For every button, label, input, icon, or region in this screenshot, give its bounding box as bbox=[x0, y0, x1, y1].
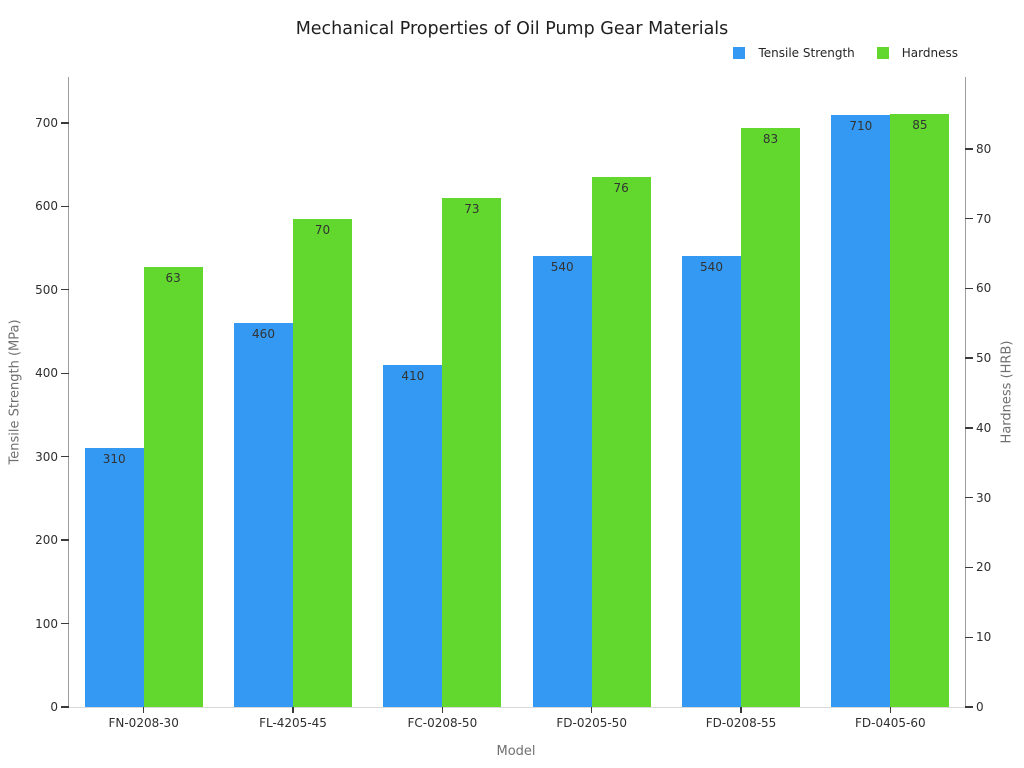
left-axis-tick bbox=[61, 122, 69, 124]
right-axis-tick-label: 80 bbox=[976, 141, 992, 156]
left-axis-tick-label: 400 bbox=[35, 366, 58, 381]
bar-label-tensile-strength-fd-0208-55: 540 bbox=[700, 260, 723, 275]
bar-label-hardness-fd-0208-55: 83 bbox=[762, 131, 779, 146]
left-axis-tick-label: 200 bbox=[35, 533, 58, 548]
left-axis-tick-label: 100 bbox=[35, 616, 58, 631]
bar-label-hardness-fc-0208-50: 73 bbox=[464, 201, 480, 216]
legend-swatch-icon-hardness bbox=[876, 47, 889, 59]
left-axis-tick-label: 600 bbox=[35, 199, 58, 214]
legend: Tensile Strength Hardness bbox=[733, 46, 958, 60]
legend-label-tensile-strength: Tensile Strength bbox=[758, 46, 855, 60]
right-axis-tick bbox=[965, 148, 973, 150]
right-axis-tick bbox=[965, 427, 973, 429]
right-axis-tick bbox=[965, 706, 973, 708]
bar-label-tensile-strength-fc-0208-50: 410 bbox=[401, 368, 425, 383]
bar-label-hardness-fd-0205-50: 76 bbox=[613, 180, 629, 195]
x-axis-tick bbox=[142, 707, 145, 713]
right-axis-tick-label: 0 bbox=[976, 700, 984, 714]
right-axis-title: Hardness (HRB) bbox=[999, 340, 1015, 444]
bar-label-tensile-strength-fd-0205-50: 540 bbox=[550, 260, 574, 275]
bar-hardness-fc-0208-50 bbox=[442, 197, 502, 707]
bar-label-tensile-strength-fd-0405-60: 710 bbox=[849, 118, 873, 133]
right-axis-tick-label: 70 bbox=[976, 211, 992, 226]
bar-label-hardness-fd-0405-60: 85 bbox=[912, 117, 928, 132]
right-axis-tick-label: 50 bbox=[976, 351, 992, 366]
bar-label-tensile-strength-fn-0208-30: 310 bbox=[102, 452, 126, 467]
left-axis-tick bbox=[61, 539, 69, 541]
bar-tensile-strength-fd-0205-50 bbox=[532, 256, 592, 707]
right-axis-tick-label: 60 bbox=[976, 281, 992, 296]
legend-item-hardness: Hardness bbox=[876, 46, 958, 60]
bar-tensile-strength-fd-0208-55 bbox=[682, 256, 741, 707]
right-axis-tick bbox=[965, 217, 973, 220]
chart-title: Mechanical Properties of Oil Pump Gear M… bbox=[295, 19, 729, 39]
x-axis-tick-label: FD-0405-60 bbox=[855, 716, 926, 730]
x-axis-tick-label: FD-0208-55 bbox=[705, 716, 777, 730]
bar-hardness-fd-0205-50 bbox=[591, 176, 651, 707]
x-axis-tick bbox=[441, 707, 444, 713]
right-axis-tick bbox=[965, 496, 973, 499]
right-axis-tick bbox=[965, 566, 973, 569]
x-axis-tick-label: FN-0208-30 bbox=[108, 716, 179, 730]
x-axis-tick bbox=[740, 707, 742, 713]
plot-area: 0 100 200 300 400 500 600 700 0 10 20 30 40 50 60 70 80 F… bbox=[35, 77, 991, 730]
x-axis-tick-label: FD-0205-50 bbox=[556, 716, 627, 730]
x-axis-tick bbox=[292, 707, 294, 713]
left-axis-tick bbox=[61, 289, 69, 291]
x-axis-tick bbox=[889, 707, 892, 713]
left-axis-tick bbox=[61, 455, 69, 458]
x-axis-tick-label: FC-0208-50 bbox=[407, 716, 478, 730]
right-axis-tick bbox=[965, 636, 973, 638]
right-axis-tick-label: 30 bbox=[976, 490, 992, 505]
bar-tensile-strength-fc-0208-50 bbox=[383, 364, 443, 707]
bar-hardness-fd-0405-60 bbox=[890, 113, 950, 707]
bar-hardness-fl-4205-45 bbox=[293, 218, 352, 707]
right-axis-tick bbox=[965, 357, 973, 359]
bar-label-tensile-strength-fl-4205-45: 460 bbox=[252, 327, 275, 342]
left-axis-tick bbox=[61, 205, 69, 208]
bar-label-hardness-fl-4205-45: 70 bbox=[314, 222, 331, 237]
left-axis-tick-label: 700 bbox=[35, 115, 58, 130]
left-axis-tick-label: 500 bbox=[35, 282, 58, 297]
left-axis-tick-label: 0 bbox=[50, 700, 58, 714]
right-axis-tick-label: 40 bbox=[976, 420, 992, 435]
right-axis-tick bbox=[965, 287, 973, 290]
left-axis-title: Tensile Strength (MPa) bbox=[7, 319, 23, 465]
left-axis-tick bbox=[61, 372, 69, 374]
right-axis-tick-label: 10 bbox=[976, 630, 992, 645]
right-axis-tick-label: 20 bbox=[976, 560, 992, 575]
legend-label-hardness: Hardness bbox=[901, 46, 958, 60]
bar-hardness-fd-0208-55 bbox=[741, 127, 800, 707]
x-axis-tick-label: FL-4205-45 bbox=[259, 716, 327, 730]
left-axis-tick bbox=[61, 622, 69, 625]
left-axis-tick-label: 300 bbox=[35, 449, 58, 464]
left-axis-tick bbox=[61, 706, 69, 708]
bar-label-hardness-fn-0208-30: 63 bbox=[165, 271, 181, 286]
legend-item-tensile-strength: Tensile Strength bbox=[733, 46, 855, 60]
x-axis-title: Model bbox=[496, 744, 536, 759]
bar-tensile-strength-fl-4205-45 bbox=[234, 323, 293, 707]
bar-tensile-strength-fn-0208-30 bbox=[84, 448, 144, 707]
legend-swatch-icon-tensile-strength bbox=[733, 47, 746, 59]
x-axis-tick bbox=[590, 707, 593, 713]
bar-hardness-fn-0208-30 bbox=[143, 267, 203, 707]
bar-tensile-strength-fd-0405-60 bbox=[831, 114, 891, 707]
